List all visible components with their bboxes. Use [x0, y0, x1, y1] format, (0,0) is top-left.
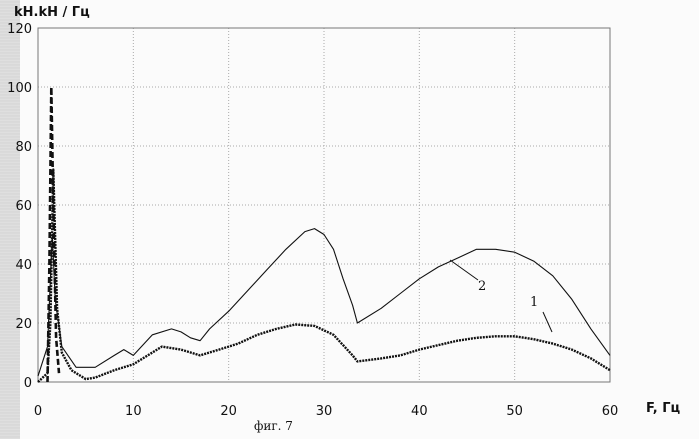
series-1-leader	[543, 312, 552, 332]
y-axis-title: kH.kH / Гц	[14, 5, 90, 20]
y-tick-label: 40	[15, 258, 32, 273]
y-tick-label: 100	[7, 81, 32, 96]
x-tick-label: 10	[125, 404, 142, 419]
x-tick-label: 0	[34, 404, 42, 419]
x-axis-title: F, Гц	[646, 401, 681, 416]
y-tick-label: 60	[15, 199, 32, 214]
y-tick-label: 120	[7, 22, 32, 37]
x-tick-label: 20	[220, 404, 237, 419]
grid	[38, 28, 610, 382]
y-tick-label: 20	[15, 317, 32, 332]
figure-caption: фиг. 7	[254, 419, 293, 433]
x-tick-label: 30	[316, 404, 333, 419]
series-1-tag: 1	[530, 295, 538, 310]
x-tick-label: 60	[602, 404, 619, 419]
x-tick-label: 40	[411, 404, 428, 419]
series-2-tag: 2	[478, 279, 486, 294]
y-tick-label: 80	[15, 140, 32, 155]
y-tick-label: 0	[24, 376, 32, 391]
x-tick-label: 50	[506, 404, 523, 419]
series-2-leader	[450, 260, 478, 280]
tick-labels: 0 10 20 30 40 50 60 0 20 40 60 80 100 120	[7, 22, 618, 419]
